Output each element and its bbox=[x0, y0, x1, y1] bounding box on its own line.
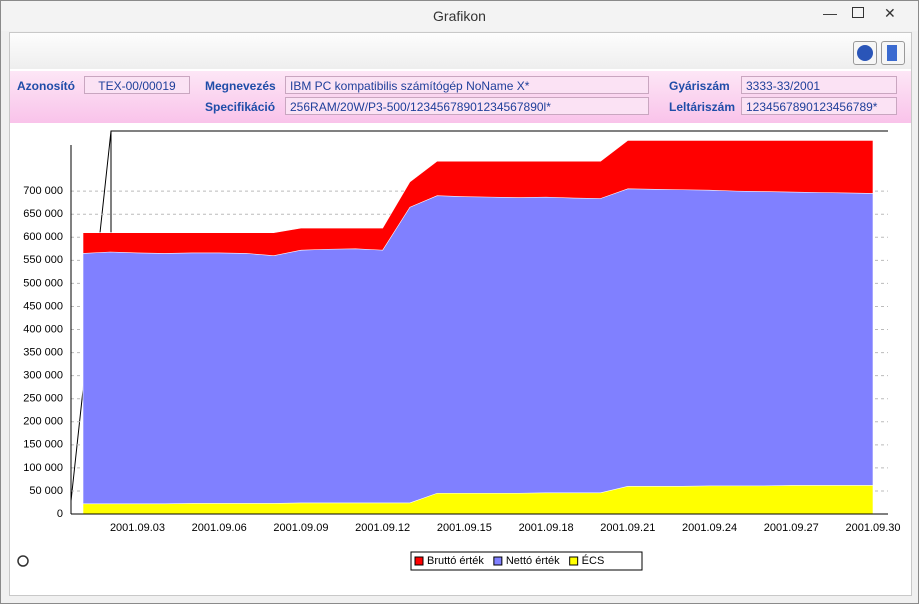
title-bar: Grafikon — ✕ bbox=[1, 1, 918, 31]
x-tick-label: 2001.09.03 bbox=[110, 522, 165, 534]
close-button[interactable]: ✕ bbox=[884, 5, 896, 21]
legend-label: Nettó érték bbox=[506, 555, 560, 567]
y-tick-label: 300 000 bbox=[23, 370, 63, 382]
legend-label: ÉCS bbox=[582, 554, 605, 567]
x-tick-label: 2001.09.15 bbox=[437, 522, 492, 534]
y-tick-label: 600 000 bbox=[23, 231, 63, 243]
x-tick-label: 2001.09.12 bbox=[355, 522, 410, 534]
field-value: 3333-33/2001 bbox=[741, 76, 897, 94]
y-tick-label: 250 000 bbox=[23, 393, 63, 405]
zoom-icon[interactable] bbox=[17, 555, 29, 567]
field-value: TEX-00/00019 bbox=[84, 76, 190, 94]
x-tick-label: 2001.09.09 bbox=[273, 522, 328, 534]
x-tick-label: 2001.09.18 bbox=[519, 522, 574, 534]
legend-swatch bbox=[569, 556, 579, 566]
field-label: Specifikáció bbox=[205, 100, 276, 114]
toolbar bbox=[10, 33, 911, 69]
window-title: Grafikon bbox=[433, 8, 486, 24]
help-button[interactable] bbox=[853, 41, 877, 65]
y-tick-label: 400 000 bbox=[23, 323, 63, 335]
y-tick-label: 150 000 bbox=[23, 439, 63, 451]
area bbox=[82, 485, 874, 515]
exit-button[interactable] bbox=[881, 41, 905, 65]
legend bbox=[410, 551, 643, 571]
x-tick-label: 2001.09.06 bbox=[192, 522, 247, 534]
y-tick-label: 500 000 bbox=[23, 277, 63, 289]
info-panel: Azonosító TEX-00/00019 Megnevezés IBM PC… bbox=[10, 71, 911, 123]
y-tick-label: 0 bbox=[57, 508, 63, 520]
legend-swatch bbox=[414, 556, 424, 566]
legend-label: Bruttó érték bbox=[427, 555, 484, 567]
legend-swatch bbox=[493, 556, 503, 566]
field-label: Azonosító bbox=[17, 79, 75, 93]
y-tick-label: 650 000 bbox=[23, 208, 63, 220]
x-tick-label: 2001.09.21 bbox=[600, 522, 655, 534]
x-tick-label: 2001.09.27 bbox=[764, 522, 819, 534]
field-label: Leltáriszám bbox=[669, 100, 736, 114]
x-tick-label: 2001.09.30 bbox=[845, 522, 900, 534]
maximize-button[interactable] bbox=[852, 7, 864, 18]
field-value: 256RAM/20W/P3-500/12345678901234567890l* bbox=[285, 97, 649, 115]
y-tick-label: 550 000 bbox=[23, 254, 63, 266]
y-tick-label: 450 000 bbox=[23, 300, 63, 312]
y-tick-label: 700 000 bbox=[23, 185, 63, 197]
y-tick-label: 350 000 bbox=[23, 346, 63, 358]
field-label: Megnevezés bbox=[205, 79, 276, 93]
area bbox=[82, 188, 874, 515]
field-value: 1234567890123456789* bbox=[741, 97, 897, 115]
x-tick-label: 2001.09.24 bbox=[682, 522, 737, 534]
field-value: IBM PC kompatibilis számítógép NoName X* bbox=[285, 76, 649, 94]
y-tick-label: 200 000 bbox=[23, 416, 63, 428]
field-label: Gyáriszám bbox=[669, 79, 730, 93]
y-tick-label: 50 000 bbox=[29, 485, 63, 497]
y-tick-label: 100 000 bbox=[23, 462, 63, 474]
minimize-button[interactable]: — bbox=[823, 5, 837, 21]
